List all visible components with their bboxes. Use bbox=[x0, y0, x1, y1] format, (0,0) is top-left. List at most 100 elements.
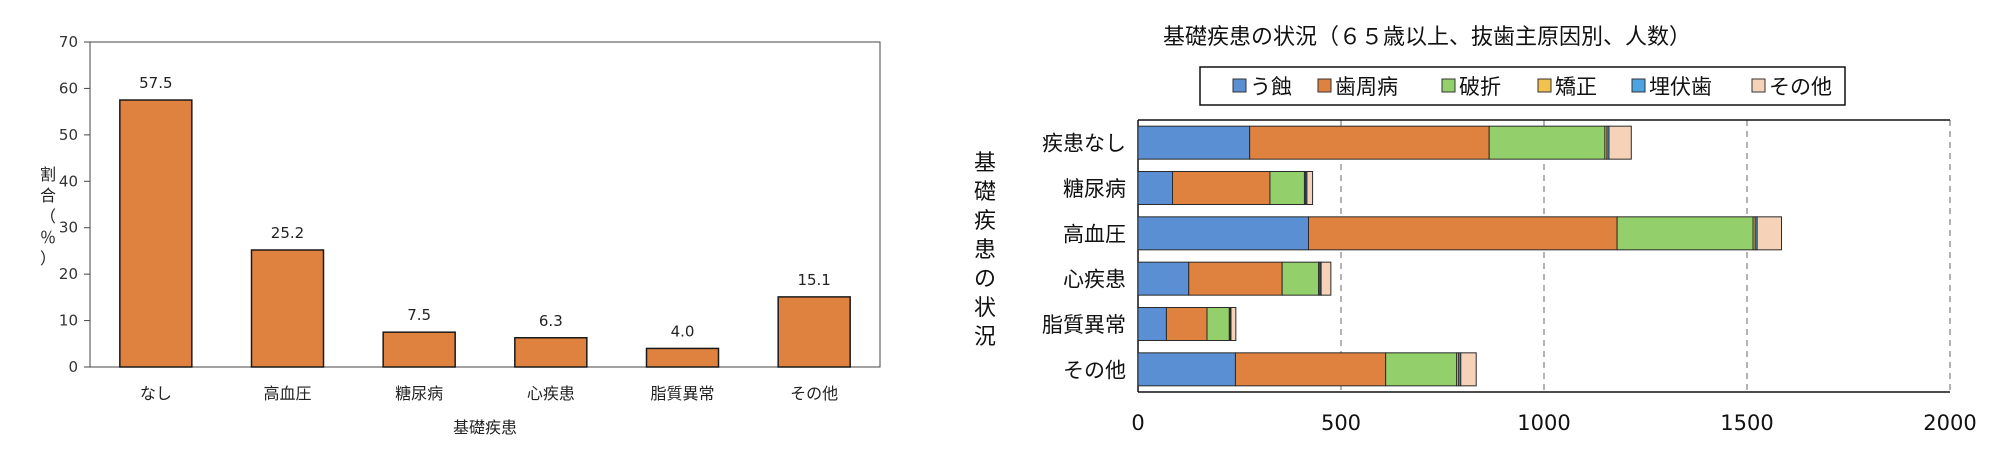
right-category-label: 疾患なし bbox=[1042, 132, 1126, 156]
right-bar-segment bbox=[1206, 307, 1230, 341]
left-y-label-char: ％ bbox=[40, 228, 56, 247]
legend-label: 歯周病 bbox=[1335, 75, 1398, 99]
right-bar-segment bbox=[1249, 125, 1490, 160]
left-y-tick-label: 0 bbox=[68, 358, 78, 376]
legend-swatch bbox=[1751, 78, 1766, 93]
legend-label: 破折 bbox=[1459, 75, 1501, 99]
right-stacked-bar-chart: 基礎疾患の状況（６５歳以上、抜歯主原因別、人数） う蝕 歯周病 破折 矯正 埋伏歯 その他… bbox=[974, 25, 1977, 435]
right-bar-segment bbox=[1137, 307, 1167, 341]
right-x-tick-label: 0 bbox=[1131, 411, 1144, 435]
left-y-tick-label: 30 bbox=[59, 219, 78, 237]
right-x-tick-label: 1500 bbox=[1720, 411, 1773, 435]
right-chart-title: 基礎疾患の状況（６５歳以上、抜歯主原因別、人数） bbox=[1163, 25, 1691, 50]
left-data-label: 4.0 bbox=[671, 322, 695, 340]
right-y-label-char: 患 bbox=[974, 238, 996, 263]
left-bar bbox=[777, 296, 851, 368]
right-bar-segment bbox=[1460, 352, 1477, 387]
left-category-label: 糖尿病 bbox=[395, 384, 443, 403]
right-x-tick-label: 2000 bbox=[1923, 411, 1976, 435]
right-bar-segment bbox=[1165, 307, 1208, 341]
right-bar-segment bbox=[1234, 352, 1387, 387]
right-bar-segment bbox=[1172, 171, 1271, 205]
right-y-label-char: の bbox=[974, 267, 996, 292]
left-y-label-char: ） bbox=[40, 249, 56, 268]
left-bar bbox=[382, 331, 456, 368]
left-category-label: 脂質異常 bbox=[650, 384, 714, 403]
legend-label: 矯正 bbox=[1555, 75, 1597, 99]
right-y-label-char: 況 bbox=[974, 325, 996, 350]
legend-label: う蝕 bbox=[1250, 75, 1292, 99]
left-bar bbox=[250, 249, 325, 368]
right-category-label: その他 bbox=[1063, 358, 1126, 382]
left-category-labels: なし 高血圧 糖尿病 心疾患 脂質異常 その他 bbox=[140, 384, 838, 403]
left-bars bbox=[119, 99, 851, 368]
left-bar-chart: 0 10 20 30 40 50 60 70 57.5 25.2 7.5 6.3 4.0 15.1 なし… bbox=[40, 33, 881, 437]
left-category-label: 心疾患 bbox=[527, 384, 575, 403]
right-y-label-char: 状 bbox=[974, 296, 996, 321]
left-plot-frame bbox=[89, 41, 881, 368]
left-y-tick-label: 70 bbox=[59, 33, 78, 51]
right-bar-segment bbox=[1616, 216, 1754, 251]
left-category-label: その他 bbox=[790, 384, 838, 403]
left-y-tick-label: 40 bbox=[59, 172, 78, 190]
left-category-label: 高血圧 bbox=[263, 384, 311, 403]
left-y-label-char: 割 bbox=[40, 165, 56, 184]
legend-swatch bbox=[1317, 78, 1332, 93]
legend-swatch bbox=[1537, 78, 1552, 93]
left-y-tick-label: 60 bbox=[59, 79, 78, 97]
right-bar-segment bbox=[1306, 171, 1314, 205]
right-bar-segment bbox=[1320, 261, 1332, 296]
right-bars bbox=[1137, 125, 1783, 387]
right-category-label: 脂質異常 bbox=[1042, 313, 1126, 337]
right-bar-segment bbox=[1188, 261, 1283, 296]
legend-swatch bbox=[1441, 78, 1456, 93]
left-data-label: 25.2 bbox=[271, 224, 304, 242]
right-bar-segment bbox=[1269, 171, 1305, 205]
left-category-label: なし bbox=[140, 384, 172, 403]
left-y-tick-label: 20 bbox=[59, 265, 78, 283]
left-y-axis-label: 割合 （ ％ ） bbox=[40, 165, 56, 268]
right-bar-segment bbox=[1281, 261, 1320, 296]
right-bar-segment bbox=[1308, 216, 1618, 251]
left-data-label: 57.5 bbox=[139, 74, 172, 92]
right-bar-segment bbox=[1137, 352, 1236, 387]
right-x-axis: 0 500 1000 1500 2000 bbox=[1131, 411, 1976, 435]
left-bar bbox=[119, 99, 193, 368]
right-bar-segment bbox=[1488, 125, 1606, 160]
right-y-axis-label: 基礎疾患の状況 bbox=[974, 151, 996, 350]
right-gridlines bbox=[1137, 119, 1951, 393]
right-y-label-char: 基 bbox=[974, 151, 996, 176]
legend-swatch bbox=[1631, 78, 1646, 93]
right-category-label: 心疾患 bbox=[1063, 268, 1126, 292]
legend: う蝕 歯周病 破折 矯正 埋伏歯 その他 bbox=[1232, 75, 1832, 99]
right-bar-segment bbox=[1137, 171, 1174, 205]
left-y-label-char: （ bbox=[40, 207, 56, 226]
left-y-tick-label: 10 bbox=[59, 312, 78, 330]
left-data-labels: 57.5 25.2 7.5 6.3 4.0 15.1 bbox=[139, 74, 831, 340]
left-y-tick-label: 50 bbox=[59, 126, 78, 144]
right-y-label-char: 疾 bbox=[974, 209, 996, 234]
right-bar-segment bbox=[1230, 307, 1237, 341]
legend-label: 埋伏歯 bbox=[1649, 75, 1712, 99]
left-bar bbox=[514, 337, 588, 368]
right-bar-segment bbox=[1385, 352, 1458, 387]
right-category-label: 高血圧 bbox=[1063, 222, 1126, 246]
left-x-axis-label: 基礎疾患 bbox=[453, 418, 517, 437]
right-bar-segment bbox=[1137, 125, 1251, 160]
left-data-label: 7.5 bbox=[407, 306, 431, 324]
right-x-tick-label: 1000 bbox=[1517, 411, 1570, 435]
left-data-label: 6.3 bbox=[539, 312, 563, 330]
right-y-label-char: 礎 bbox=[974, 180, 996, 205]
left-bar bbox=[645, 347, 720, 368]
legend-swatch bbox=[1232, 78, 1247, 93]
left-data-label: 15.1 bbox=[797, 271, 830, 289]
right-bar-segment bbox=[1608, 125, 1632, 160]
right-bar-segment bbox=[1137, 261, 1190, 296]
left-y-label-char: 合 bbox=[40, 186, 56, 205]
legend-box bbox=[1199, 66, 1846, 106]
legend-label: その他 bbox=[1769, 75, 1832, 99]
right-bar-segment bbox=[1137, 216, 1310, 251]
left-y-axis: 0 10 20 30 40 50 60 70 bbox=[59, 33, 90, 376]
